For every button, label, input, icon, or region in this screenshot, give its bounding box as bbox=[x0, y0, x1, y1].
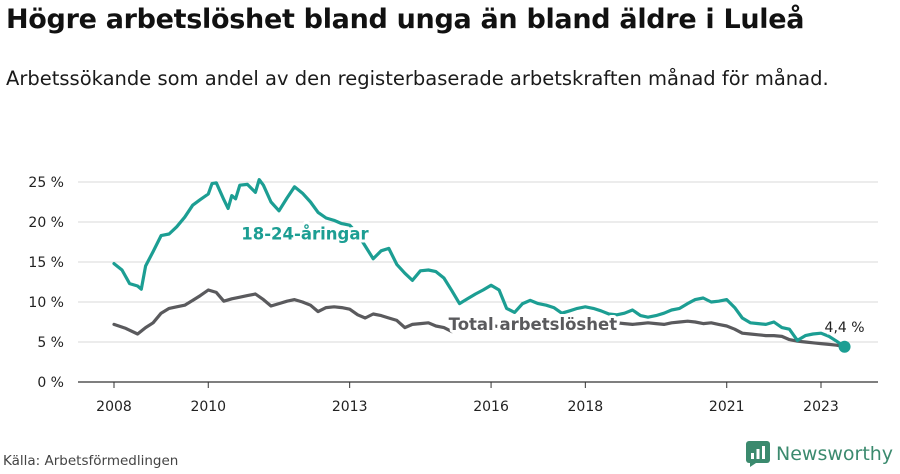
y-axis-tick-labels: 0 % 5 % 10 % 15 % 20 % 25 % bbox=[28, 175, 64, 391]
brand-name: Newsworthy bbox=[776, 443, 894, 465]
x-tick-label: 2013 bbox=[332, 399, 368, 415]
brand-logo: Newsworthy bbox=[746, 441, 893, 467]
series-labels: Total arbetslöshet 18-24-åringar 4,4 % bbox=[238, 222, 867, 353]
x-tick-label: 2016 bbox=[473, 399, 509, 415]
y-tick-label: 15 % bbox=[28, 255, 64, 271]
x-tick-label: 2023 bbox=[803, 399, 839, 415]
source-note: Källa: Arbetsförmedlingen bbox=[3, 453, 179, 469]
y-tick-label: 10 % bbox=[28, 295, 64, 311]
x-tick-label: 2018 bbox=[568, 399, 604, 415]
x-tick-label: 2008 bbox=[96, 399, 132, 415]
newsworthy-logo-icon bbox=[746, 441, 770, 467]
y-tick-label: 5 % bbox=[37, 335, 64, 351]
chart-subtitle: Arbetssökande som andel av den registerb… bbox=[6, 67, 829, 90]
y-tick-label: 0 % bbox=[37, 375, 64, 391]
series-line-total bbox=[112, 288, 847, 349]
y-tick-label: 20 % bbox=[28, 215, 64, 231]
series-label-18-24: 18-24-åringar bbox=[241, 225, 369, 244]
series-label-total: Total arbetslöshet bbox=[449, 315, 618, 334]
end-point-marker bbox=[838, 340, 851, 353]
series-line-18-24 bbox=[112, 178, 847, 349]
x-axis: 2008 2010 2013 2016 2018 2021 2023 bbox=[96, 382, 839, 415]
end-point-label: 4,4 % bbox=[825, 320, 865, 336]
series-lines bbox=[112, 178, 847, 349]
y-tick-label: 25 % bbox=[28, 175, 64, 191]
x-tick-label: 2021 bbox=[709, 399, 745, 415]
chart-title: Högre arbetslöshet bland unga än bland ä… bbox=[6, 4, 805, 35]
grid-lines bbox=[78, 181, 878, 383]
x-tick-label: 2010 bbox=[190, 399, 226, 415]
